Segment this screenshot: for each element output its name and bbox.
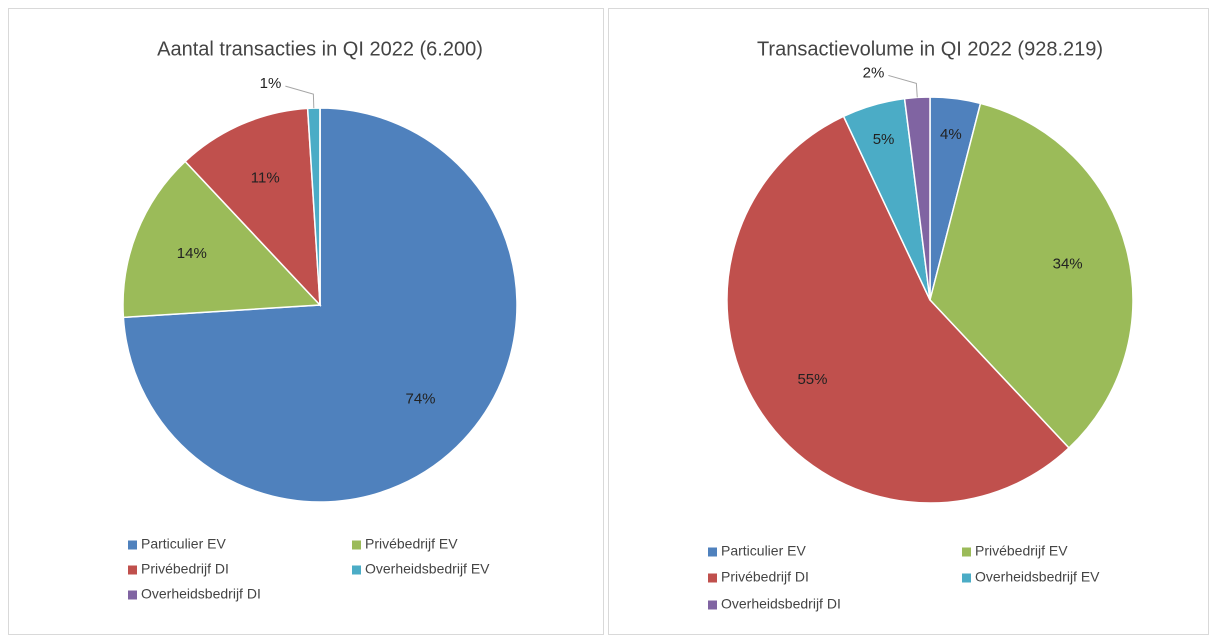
legend-swatch [352, 540, 361, 550]
legend-label: Overheidsbedrijf EV [365, 561, 490, 577]
legend-label: Overheidsbedrijf DI [721, 596, 841, 612]
pie-slice [929, 102, 1134, 450]
legend-label: Particulier EV [721, 543, 806, 559]
legend-swatch [128, 590, 137, 600]
chart-title: Aantal transacties in QI 2022 (6.200) [157, 38, 483, 60]
legend-label: Privébedrijf EV [365, 536, 458, 552]
legend-swatch [962, 573, 971, 583]
legend-label: Overheidsbedrijf EV [975, 569, 1100, 585]
data-label: 1% [260, 75, 282, 92]
data-label: 34% [1053, 256, 1083, 273]
legend-swatch [708, 573, 717, 583]
legend-swatch [352, 565, 361, 575]
data-label: 5% [873, 131, 895, 148]
pie-slice [122, 160, 322, 319]
chart-title: Transactievolume in QI 2022 (928.219) [757, 38, 1103, 60]
data-label: 74% [406, 390, 436, 407]
legend-label: Privébedrijf DI [141, 561, 229, 577]
pie-slice [184, 107, 321, 308]
legend-label: Overheidsbedrijf DI [141, 586, 261, 602]
data-label: 2% [863, 64, 885, 81]
data-label: 4% [940, 126, 962, 143]
legend-swatch [962, 547, 971, 557]
legend-label: Particulier EV [141, 536, 226, 552]
legend-swatch [708, 600, 717, 610]
leader-line [888, 74, 918, 98]
pie-slice [726, 115, 1071, 504]
legend-label: Privébedrijf EV [975, 543, 1068, 559]
data-label: 55% [797, 371, 827, 388]
legend-swatch [708, 547, 717, 557]
legend-swatch [128, 540, 137, 550]
legend-swatch [128, 565, 137, 575]
leader-line [285, 85, 315, 109]
legend-label: Privébedrijf DI [721, 569, 809, 585]
data-label: 14% [177, 245, 207, 262]
data-label: 11% [251, 169, 280, 186]
